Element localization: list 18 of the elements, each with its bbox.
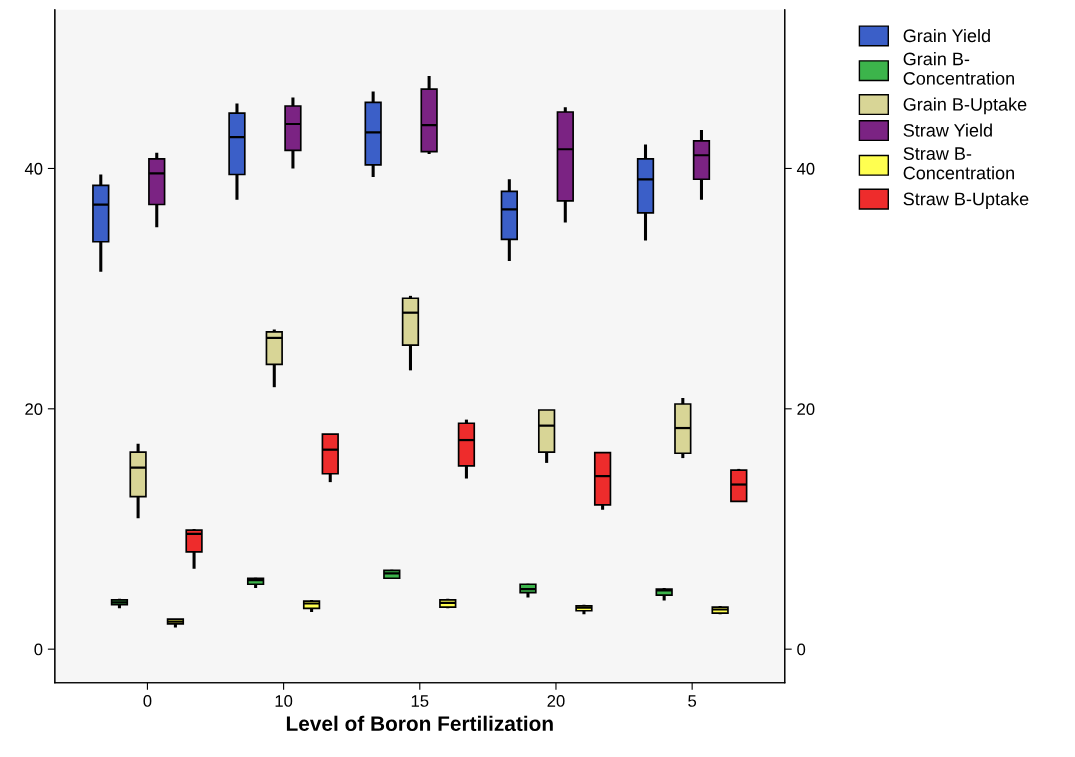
legend-label: Grain B-Uptake bbox=[903, 97, 1027, 115]
x-tick-label: 5 bbox=[688, 695, 697, 707]
y2-tick-label: 0 bbox=[797, 643, 806, 656]
x-tick-label: 15 bbox=[411, 695, 429, 707]
legend-label: Straw B- Concentration bbox=[903, 147, 1014, 180]
x-tick-label: 10 bbox=[275, 695, 293, 707]
y2-tick-label: 20 bbox=[797, 403, 815, 416]
legend-label: Straw B-Uptake bbox=[903, 192, 1029, 209]
y-tick-label: 0 bbox=[34, 643, 43, 656]
legend-label: Grain Yield bbox=[903, 28, 990, 43]
y-tick-label: 40 bbox=[24, 162, 43, 175]
y2-tick-label: 40 bbox=[796, 162, 815, 175]
legend-label: Straw Yield bbox=[903, 123, 992, 137]
y-tick-label: 20 bbox=[25, 403, 43, 416]
legend-label: Grain B- Concentration bbox=[903, 52, 1014, 85]
x-tick-label: 0 bbox=[143, 695, 152, 707]
x-tick-label: 20 bbox=[547, 695, 565, 707]
x-axis-title: Level of Boron Fertilization bbox=[286, 715, 553, 732]
